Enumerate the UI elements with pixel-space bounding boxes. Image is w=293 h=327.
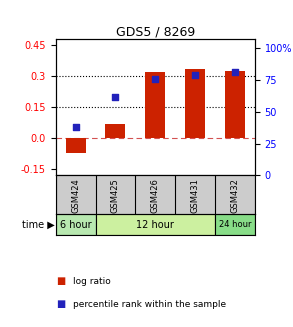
Bar [56, 214, 96, 235]
Text: GSM425: GSM425 [111, 179, 120, 213]
Bar [66, 138, 86, 153]
Text: 12 hour: 12 hour [136, 219, 174, 230]
Title: GDS5 / 8269: GDS5 / 8269 [116, 25, 195, 38]
Bar [145, 72, 165, 138]
Point [233, 70, 237, 75]
Point [113, 94, 118, 99]
Point [193, 72, 197, 77]
Bar [215, 214, 255, 235]
Point [153, 76, 158, 81]
Text: log ratio: log ratio [73, 277, 111, 286]
Bar [105, 124, 125, 138]
Text: GSM426: GSM426 [151, 179, 160, 214]
Bar [185, 69, 205, 138]
Bar [96, 214, 215, 235]
Text: ■: ■ [56, 299, 65, 309]
Text: 6 hour: 6 hour [60, 219, 91, 230]
Point [73, 125, 78, 130]
Text: percentile rank within the sample: percentile rank within the sample [73, 300, 226, 309]
Text: GSM431: GSM431 [191, 179, 200, 214]
Text: 24 hour: 24 hour [219, 220, 251, 229]
Text: GSM432: GSM432 [231, 179, 239, 214]
Text: time ▶: time ▶ [22, 219, 55, 230]
Bar [225, 71, 245, 138]
Text: ■: ■ [56, 276, 65, 286]
Text: GSM424: GSM424 [71, 179, 80, 213]
